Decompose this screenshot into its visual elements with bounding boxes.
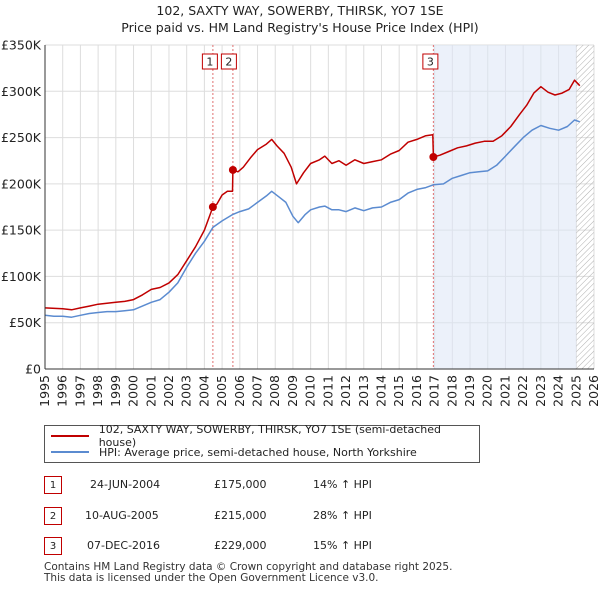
x-tick-label: 2010	[303, 375, 318, 407]
y-tick-label: £100K	[1, 269, 42, 284]
legend-item-price: 102, SAXTY WAY, SOWERBY, THIRSK, YO7 1SE…	[51, 423, 479, 449]
x-tick-label: 2007	[250, 375, 265, 407]
x-tick-label: 2023	[533, 375, 548, 407]
x-tick-label: 2020	[480, 375, 495, 407]
x-tick-label: 2016	[409, 375, 424, 407]
x-tick-label: 2009	[285, 375, 300, 407]
row-date: 10-AUG-2005	[85, 509, 159, 522]
x-tick-label: 2013	[356, 375, 371, 407]
table-row: 1 24-JUN-2004 £175,000 14% ↑ HPI	[44, 476, 444, 494]
sale-point	[208, 203, 217, 211]
row-hpi: 28% ↑ HPI	[313, 509, 372, 522]
row-number-badge: 2	[44, 507, 62, 525]
legend-label-hpi: HPI: Average price, semi-detached house,…	[99, 445, 417, 459]
legend-item-hpi: HPI: Average price, semi-detached house,…	[51, 444, 417, 460]
row-price: £215,000	[214, 509, 267, 522]
row-date: 07-DEC-2016	[87, 539, 161, 552]
annotation-label: 2	[225, 56, 232, 69]
x-tick-label: 2015	[391, 375, 406, 407]
row-hpi: 15% ↑ HPI	[313, 539, 372, 552]
x-tick-label: 2018	[444, 375, 459, 407]
x-tick-label: 1995	[37, 375, 52, 407]
x-tick-label: 2011	[320, 375, 335, 407]
sale-point	[429, 153, 438, 162]
price-series-line	[45, 79, 581, 311]
footer-line-2: This data is licensed under the Open Gov…	[44, 572, 379, 584]
x-tick-label: 2014	[373, 375, 388, 407]
x-tick-label: 2012	[338, 375, 353, 407]
row-date: 24-JUN-2004	[90, 478, 161, 491]
x-tick-label: 1997	[72, 375, 87, 407]
footer-line-1: Contains HM Land Registry data © Crown c…	[44, 561, 453, 573]
row-number-badge: 3	[44, 537, 62, 555]
chart-legend: 102, SAXTY WAY, SOWERBY, THIRSK, YO7 1SE…	[44, 423, 480, 463]
sale-point	[228, 165, 237, 174]
x-tick-label: 2017	[427, 375, 442, 407]
footer-attribution: Contains HM Land Registry data © Crown c…	[44, 562, 452, 584]
x-tick-label: 2026	[586, 375, 600, 407]
x-tick-label: 2004	[196, 375, 211, 407]
row-number-badge: 1	[44, 476, 62, 494]
x-tick-label: 2000	[126, 375, 141, 407]
x-tick-label: 2019	[462, 375, 477, 407]
annotation-box	[220, 53, 237, 70]
x-tick-label: 1999	[108, 375, 123, 407]
table-row: 3 07-DEC-2016 £229,000 15% ↑ HPI	[44, 537, 444, 555]
x-tick-label: 1996	[55, 375, 70, 407]
row-hpi: 14% ↑ HPI	[313, 478, 372, 491]
row-price: £229,000	[214, 539, 267, 552]
x-tick-label: 2025	[568, 375, 583, 407]
x-tick-label: 2002	[161, 375, 176, 407]
annotation-label: 1	[206, 56, 213, 69]
y-tick-label: £350K	[1, 38, 42, 53]
annotation-label: 3	[427, 56, 434, 69]
forecast-hatch	[576, 45, 594, 369]
annotation-box	[422, 53, 439, 70]
x-tick-label: 1998	[90, 375, 105, 407]
row-price: £175,000	[214, 478, 267, 491]
x-tick-label: 2021	[497, 375, 512, 407]
price-chart: 102, SAXTY WAY, SOWERBY, THIRSK, YO7 1SE…	[1, 3, 600, 407]
y-tick-label: £150K	[1, 223, 42, 238]
legend-swatch-hpi	[51, 451, 89, 453]
x-tick-label: 2003	[179, 375, 194, 407]
y-tick-label: £50K	[9, 315, 42, 330]
legend-label-price: 102, SAXTY WAY, SOWERBY, THIRSK, YO7 1SE…	[98, 423, 441, 449]
x-tick-label: 2006	[232, 375, 247, 407]
annotation-box	[201, 53, 218, 70]
hpi-series-line	[45, 119, 581, 318]
x-tick-label: 2022	[515, 375, 530, 407]
y-tick-label: £200K	[1, 176, 42, 191]
x-tick-label: 2024	[551, 375, 566, 407]
x-tick-label: 2005	[214, 375, 229, 407]
shaded-region	[433, 45, 577, 369]
chart-title: 102, SAXTY WAY, SOWERBY, THIRSK, YO7 1SE	[156, 3, 443, 18]
y-tick-label: £250K	[1, 130, 42, 145]
legend-swatch-price	[51, 435, 89, 437]
table-row: 2 10-AUG-2005 £215,000 28% ↑ HPI	[44, 507, 444, 525]
chart-subtitle: Price paid vs. HM Land Registry's House …	[121, 20, 478, 35]
x-tick-label: 2008	[267, 375, 282, 407]
y-tick-label: £0	[25, 362, 41, 377]
x-tick-label: 2001	[143, 375, 158, 407]
y-tick-label: £300K	[1, 84, 42, 99]
